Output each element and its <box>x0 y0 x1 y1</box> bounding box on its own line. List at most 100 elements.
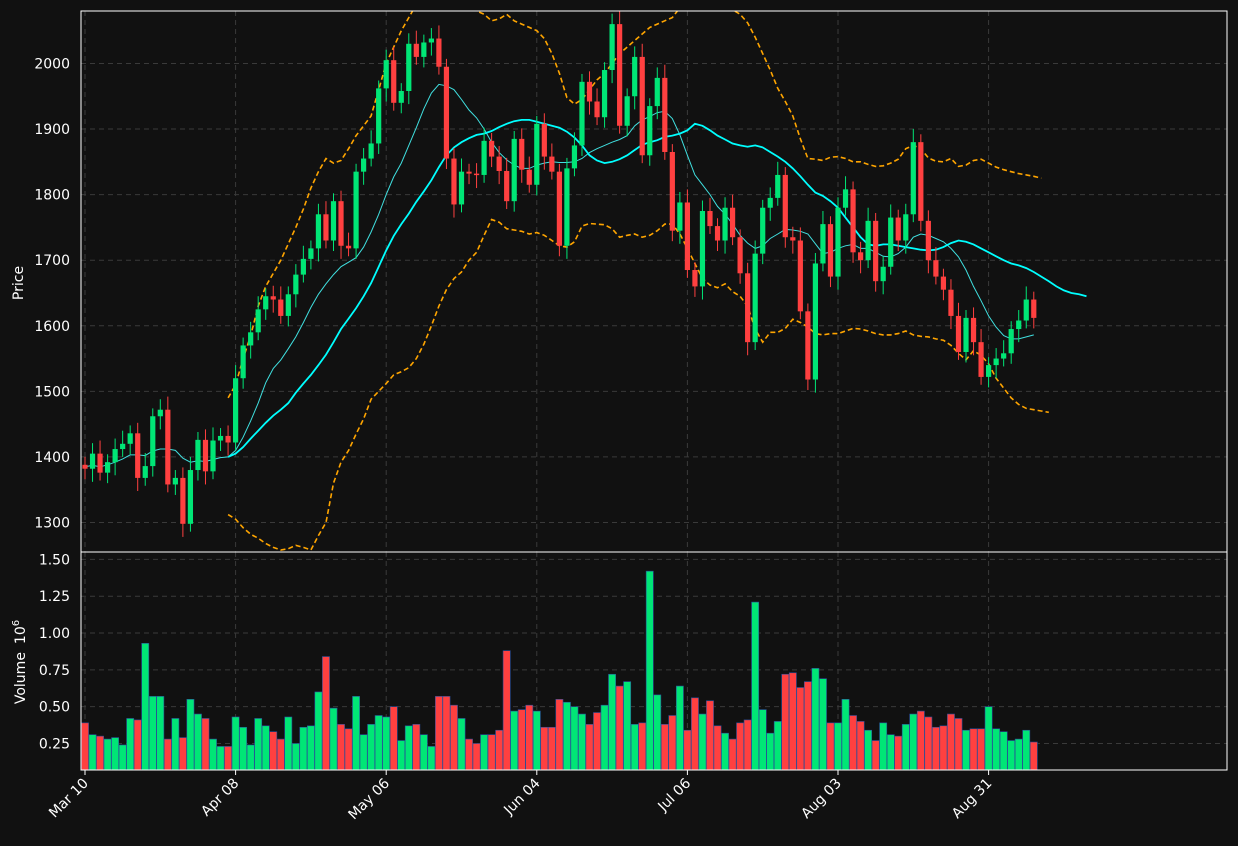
volume-tick-label: 0.50 <box>39 700 70 716</box>
volume-bar <box>397 740 406 771</box>
candle-body <box>82 464 88 469</box>
volume-bar <box>502 650 511 771</box>
volume-bar <box>427 746 436 771</box>
volume-bar <box>216 746 225 771</box>
volume-bar <box>600 704 609 771</box>
candle-body <box>308 248 314 259</box>
candle-body <box>300 258 306 275</box>
volume-bar <box>525 704 534 771</box>
volume-bar <box>344 728 353 771</box>
candle-body <box>970 317 977 343</box>
candle-body <box>647 106 653 156</box>
volume-bar <box>947 713 955 771</box>
volume-bar <box>1014 738 1023 771</box>
candle-body <box>1031 299 1037 318</box>
volume-bar <box>736 722 745 771</box>
price-axis-label: Price <box>11 266 27 300</box>
candle-body <box>978 342 984 377</box>
volume-bar <box>954 718 963 771</box>
candle-body <box>812 263 819 380</box>
candle-body <box>842 189 849 208</box>
volume-bar <box>608 673 616 771</box>
candle-body <box>1008 329 1014 354</box>
volume-bar <box>555 698 564 771</box>
volume-bar <box>721 732 729 771</box>
candle-body <box>368 143 374 159</box>
candle-body <box>285 294 291 316</box>
candle-body <box>903 214 909 241</box>
candle-body <box>782 174 788 238</box>
candle-body <box>910 142 916 215</box>
candle-body <box>986 365 992 377</box>
candle-body <box>918 142 924 221</box>
volume-bar <box>871 740 880 771</box>
candle-body <box>797 240 803 312</box>
candle-body <box>217 435 224 441</box>
candle-body <box>767 197 773 208</box>
volume-bar <box>803 681 812 771</box>
volume-bar <box>269 731 278 771</box>
candle-body <box>714 226 721 241</box>
candle-body <box>338 201 344 246</box>
candle-body <box>955 315 962 352</box>
candle-body <box>820 224 826 264</box>
candle-body <box>406 43 412 92</box>
volume-bar <box>367 724 376 771</box>
volume-bar <box>773 721 782 771</box>
candle-body <box>458 171 465 205</box>
volume-tick-label: 0.25 <box>39 736 70 752</box>
candle-body <box>278 299 284 316</box>
candle-body <box>564 168 570 246</box>
candle-body <box>97 453 103 473</box>
candle-body <box>594 101 600 118</box>
volume-bar <box>88 734 97 771</box>
volume-bar <box>841 698 850 771</box>
candle-body <box>391 60 397 103</box>
volume-bar <box>623 681 632 771</box>
candle-body <box>270 296 276 300</box>
bollinger-lower-line <box>227 218 1049 551</box>
volume-bar <box>359 734 368 771</box>
volume-bar <box>713 725 722 771</box>
volume-bar <box>291 743 300 771</box>
candle-body <box>654 77 660 107</box>
candle-body <box>692 270 698 287</box>
volume-bar <box>698 713 707 771</box>
candle-body <box>466 171 472 174</box>
volume-bar <box>231 716 240 771</box>
volume-bar <box>879 722 888 771</box>
candle-body <box>511 138 517 202</box>
candle-body <box>888 217 894 267</box>
volume-bar <box>457 718 466 771</box>
candle-body <box>436 38 442 67</box>
candle-body <box>760 207 766 254</box>
volume-bar <box>683 729 692 771</box>
price-tick-label: 1400 <box>34 450 70 466</box>
candle-body <box>873 220 879 282</box>
volume-bar <box>547 726 556 771</box>
candle-body <box>202 439 209 472</box>
volume-bar <box>691 697 699 771</box>
volume-y-tick-labels: 0.25 0.50 0.75 1.00 1.25 1.50 <box>39 552 70 752</box>
volume-bar <box>487 734 496 771</box>
volume-bar <box>148 696 157 771</box>
volume-bar <box>924 716 933 771</box>
volume-bar <box>931 726 940 771</box>
candle-body <box>601 70 608 118</box>
volume-bar <box>751 601 760 771</box>
volume-bar <box>178 737 187 771</box>
candle-body <box>157 409 163 417</box>
volume-bar <box>593 712 601 771</box>
candle-body <box>632 56 638 97</box>
volume-tick-label: 1.00 <box>39 626 70 642</box>
volume-tick-label: 1.25 <box>39 589 70 605</box>
volume-bar <box>435 696 443 771</box>
bollinger-upper-line <box>227 11 1042 399</box>
volume-bar <box>299 726 308 771</box>
candle-body <box>662 77 668 152</box>
volume-tick-label: 1.50 <box>39 552 70 568</box>
volume-bar <box>224 746 232 771</box>
volume-bar <box>352 696 360 771</box>
candle-body <box>963 317 969 352</box>
